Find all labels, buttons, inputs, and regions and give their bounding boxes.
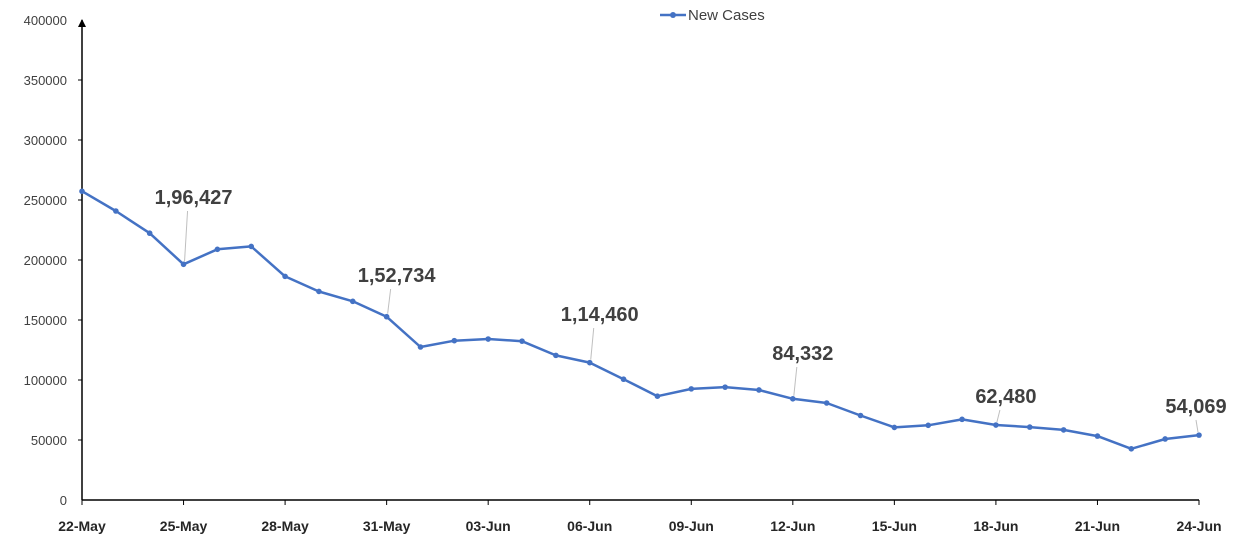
data-label: 1,14,460: [561, 304, 639, 326]
data-point: [857, 412, 864, 419]
series-layer: [79, 188, 1202, 452]
y-tick-label: 0: [60, 493, 67, 508]
y-tick-label: 400000: [24, 13, 67, 28]
data-label-leader: [387, 288, 392, 314]
data-point: [451, 337, 458, 344]
data-point: [113, 208, 119, 214]
data-label: 1,96,427: [155, 187, 233, 209]
data-label: 84,332: [772, 343, 833, 365]
x-tick-label: 31-May: [363, 518, 411, 534]
x-tick-label: 21-Jun: [1075, 518, 1120, 534]
x-axis: 22-May 25-May 28-May 31-May 03-Jun 06-Jun 09-J…: [58, 499, 1222, 534]
data-point: [180, 261, 187, 268]
data-label: 54,069: [1165, 396, 1226, 418]
data-point: [248, 243, 255, 250]
data-point: [1026, 424, 1033, 430]
data-point: [586, 359, 593, 366]
data-point: [383, 313, 390, 320]
legend-series-name: New Cases: [688, 7, 765, 24]
legend-point-marker: [670, 12, 676, 18]
data-point: [1128, 446, 1135, 452]
x-tick-label: 22-May: [58, 518, 106, 534]
data-point: [485, 336, 491, 342]
data-label: 62,480: [975, 386, 1036, 408]
x-tick-label: 03-Jun: [466, 518, 511, 534]
data-point: [688, 386, 695, 392]
legend: New Cases: [660, 7, 765, 24]
x-tick-label: 15-Jun: [872, 518, 917, 534]
y-axis: 0 50000 100000 150000 200000 250000 300000 3500…: [24, 13, 86, 508]
data-point: [417, 344, 424, 350]
x-tick-label: 28-May: [261, 518, 309, 534]
data-point: [1060, 427, 1067, 433]
x-tick-label: 24-Jun: [1176, 518, 1221, 534]
data-point: [214, 246, 221, 253]
data-point: [1162, 436, 1168, 442]
y-tick-label: 200000: [24, 253, 67, 268]
y-tick-label: 250000: [24, 193, 67, 208]
data-point: [349, 298, 356, 305]
data-point: [620, 376, 627, 383]
data-label-leader: [793, 366, 798, 396]
data-point: [654, 393, 661, 400]
x-tick-label: 25-May: [160, 518, 208, 534]
y-axis-arrow: [78, 19, 86, 27]
annotation-layer: 1,96,427 1,52,734 1,14,460 84,332 62,480 54,0…: [155, 187, 1227, 433]
data-point: [756, 387, 762, 393]
data-label-leader: [590, 327, 595, 360]
data-point: [722, 384, 728, 390]
y-tick-label: 350000: [24, 73, 67, 88]
x-tick-label: 09-Jun: [669, 518, 714, 534]
series-line-new-cases: [81, 190, 1200, 451]
data-point: [1196, 432, 1202, 438]
data-point: [959, 416, 965, 423]
data-label-leader: [1195, 419, 1199, 433]
data-label: 1,52,734: [358, 265, 437, 287]
data-point: [146, 230, 153, 237]
data-point: [282, 273, 288, 280]
data-point: [993, 422, 999, 428]
data-point: [925, 422, 932, 429]
y-tick-label: 100000: [24, 373, 67, 388]
x-tick-label: 18-Jun: [973, 518, 1018, 534]
y-tick-label: 150000: [24, 313, 67, 328]
y-tick-label: 300000: [24, 133, 67, 148]
data-point: [1094, 433, 1101, 439]
data-label-leader: [184, 210, 189, 262]
data-point: [316, 288, 322, 295]
data-label-leader: [996, 409, 1001, 423]
x-tick-label: 12-Jun: [770, 518, 815, 534]
data-point: [553, 352, 559, 359]
data-point: [823, 400, 830, 406]
data-point: [519, 338, 525, 344]
x-tick-label: 06-Jun: [567, 518, 612, 534]
data-point: [790, 396, 796, 402]
y-tick-label: 50000: [31, 433, 67, 448]
data-point: [891, 424, 898, 431]
data-point: [79, 188, 85, 195]
